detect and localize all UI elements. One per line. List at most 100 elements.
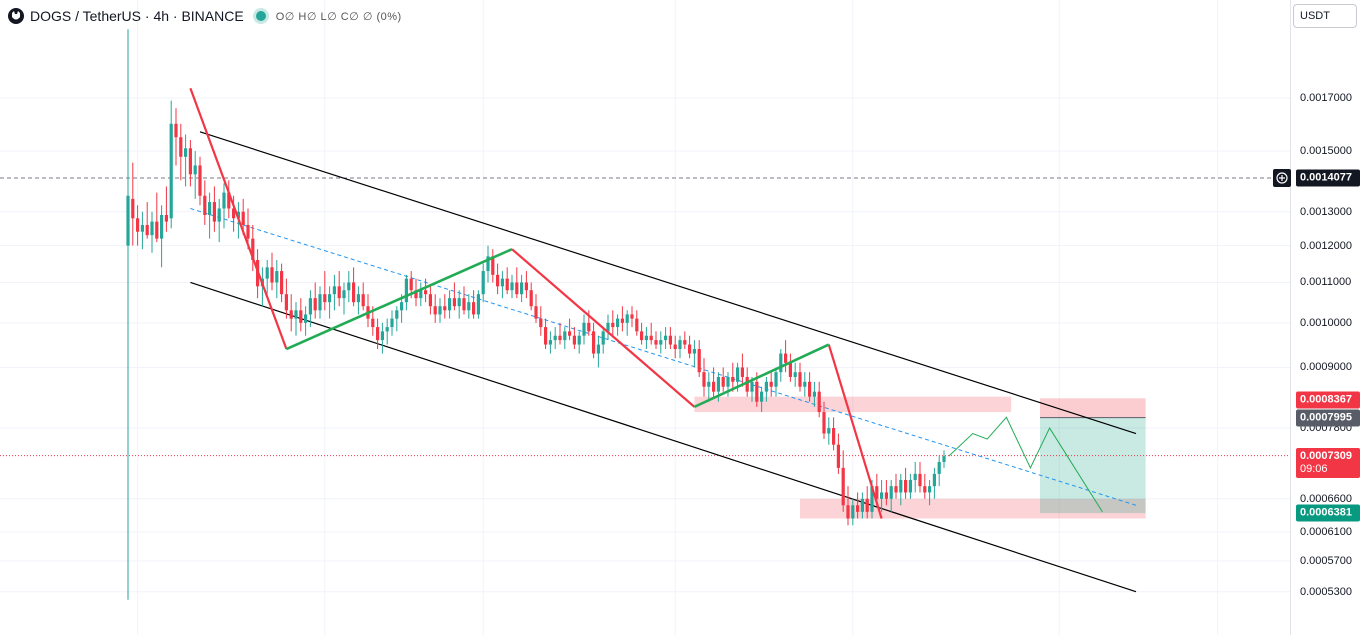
candle-body	[222, 192, 226, 209]
crosshair-price-tag: 0.0014077	[1296, 169, 1360, 187]
candle-body	[596, 344, 600, 354]
dogs-logo-icon	[8, 8, 24, 24]
price-tick-label: 0.0006600	[1300, 492, 1352, 505]
currency-select[interactable]: USDT	[1293, 4, 1357, 28]
candle-body	[500, 278, 504, 287]
candle-body	[299, 310, 303, 323]
candle-body	[856, 505, 860, 512]
candle-body	[880, 492, 884, 499]
candle-body	[140, 224, 144, 232]
candle-body	[798, 372, 802, 387]
candle-body	[851, 505, 855, 519]
zigzag-down-leg	[827, 344, 883, 519]
candle-body	[529, 290, 533, 307]
candle-body	[740, 367, 744, 377]
last-price-tag: 0.0007309 09:06	[1296, 447, 1360, 478]
candle-body	[280, 271, 284, 295]
entry-price-tag: 0.0007995	[1296, 409, 1360, 427]
candle-body	[400, 302, 404, 311]
candle-body	[491, 256, 495, 275]
candle-body	[832, 428, 836, 445]
candle-body	[784, 353, 788, 363]
candle-body	[371, 318, 375, 328]
candle-body	[707, 381, 711, 387]
price-axis-divider	[1290, 0, 1291, 635]
candle-body	[817, 391, 821, 413]
candle-body	[908, 479, 912, 493]
candle-body	[409, 278, 413, 291]
candle-body	[217, 208, 221, 222]
candle-body	[352, 282, 356, 303]
candle-body	[179, 137, 183, 157]
candle-body	[395, 310, 399, 319]
candle-body	[611, 322, 615, 328]
candle-body	[164, 214, 168, 222]
candle-body	[712, 381, 716, 392]
candle-body	[184, 148, 188, 157]
candle-body	[380, 331, 384, 341]
candle-body	[376, 327, 380, 341]
candle-body	[860, 498, 864, 512]
candle-body	[793, 372, 797, 377]
candle-body	[188, 148, 192, 175]
candle-body	[553, 335, 557, 341]
candle-body	[212, 202, 216, 222]
candle-body	[452, 298, 456, 307]
channel-midline	[190, 207, 1137, 506]
candle-body	[539, 318, 543, 328]
add-alert-plus-icon[interactable]	[1273, 169, 1291, 187]
candle-body	[208, 202, 212, 215]
price-tick-label: 0.0009000	[1300, 361, 1352, 374]
zigzag-up-leg	[285, 247, 513, 351]
candle-body	[923, 486, 927, 493]
candle-body	[630, 314, 634, 319]
candle-body	[419, 290, 423, 299]
candle-body	[875, 486, 879, 499]
candle-body	[438, 306, 442, 315]
price-tick-label: 0.0011000	[1300, 276, 1352, 289]
candle-body	[918, 473, 922, 487]
channel-lower-line	[190, 281, 1137, 593]
candle-body	[625, 314, 629, 323]
candle-body	[697, 349, 701, 373]
candle-body	[616, 318, 620, 328]
candle-body	[726, 376, 730, 387]
candle-body	[683, 340, 687, 345]
zigzag-up-leg	[693, 343, 830, 409]
candle-body	[294, 310, 298, 319]
candle-body	[448, 298, 452, 311]
candle-body	[275, 271, 279, 283]
candle-body	[428, 294, 432, 307]
candle-body	[731, 376, 735, 382]
price-tick-label: 0.0012000	[1300, 239, 1352, 252]
candle-body	[572, 335, 576, 345]
candle-body	[644, 335, 648, 341]
candle-body	[203, 195, 207, 215]
candle-body	[356, 294, 360, 303]
last-price-value: 0.0007309	[1300, 449, 1352, 462]
candle-body	[136, 218, 140, 232]
price-tick-label: 0.0010000	[1300, 316, 1352, 329]
candle-body	[524, 282, 528, 291]
symbol-title[interactable]: DOGS / TetherUS · 4h · BINANCE	[30, 8, 244, 24]
position-stop-zone	[1040, 398, 1146, 418]
candle-body	[505, 278, 509, 291]
candle-body	[937, 461, 941, 474]
candle-body	[904, 479, 908, 493]
candle-body	[198, 165, 202, 196]
currency-label: USDT	[1300, 10, 1330, 22]
candle-body	[193, 165, 197, 175]
price-chart[interactable]	[0, 0, 1290, 635]
candle-body	[424, 290, 428, 295]
candle-body	[433, 306, 437, 315]
candle-body	[568, 331, 572, 336]
candle-body	[558, 335, 562, 341]
candle-body	[812, 391, 816, 397]
candle-body	[270, 267, 274, 283]
candle-body	[265, 267, 269, 279]
candle-body	[544, 327, 548, 345]
candle-body	[620, 318, 624, 323]
candle-body	[174, 123, 178, 138]
candle-body	[803, 381, 807, 387]
candle-body	[126, 195, 130, 246]
